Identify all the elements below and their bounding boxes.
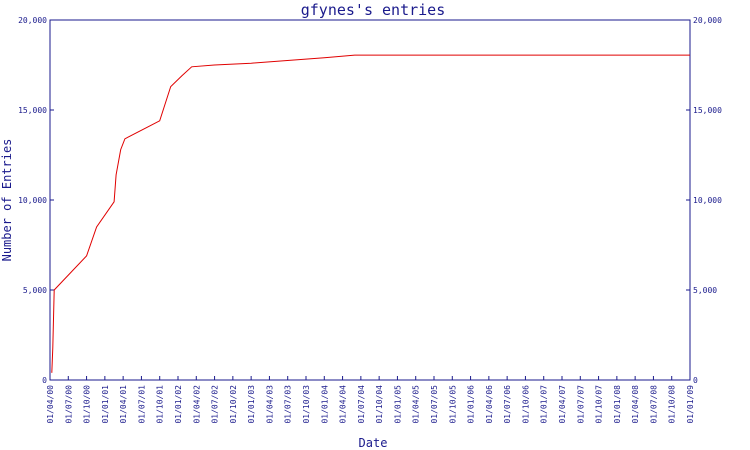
x-tick-label: 01/07/06 [503,385,512,424]
y-tick-label-right: 5,000 [693,286,717,295]
x-tick-label: 01/07/02 [211,385,220,424]
x-tick-label: 01/01/06 [467,385,476,424]
x-tick-label: 01/04/02 [192,385,201,424]
x-tick-label: 01/10/04 [375,385,384,424]
x-tick-label: 01/04/04 [339,385,348,424]
x-axis-label: Date [359,436,388,450]
x-tick-label: 01/04/05 [412,385,421,424]
y-tick-label-left: 15,000 [18,106,47,115]
y-tick-label-left: 20,000 [18,16,47,25]
x-tick-label: 01/07/08 [649,385,658,424]
x-tick-label: 01/01/08 [613,385,622,424]
x-tick-label: 01/10/03 [302,385,311,424]
x-tick-label: 01/10/06 [521,385,530,424]
x-tick-label: 01/10/08 [668,385,677,424]
chart-title: gfynes's entries [301,1,446,19]
x-tick-label: 01/01/09 [686,385,695,424]
x-tick-label: 01/10/02 [229,385,238,424]
x-tick-label: 01/04/06 [485,385,494,424]
y-tick-label-right: 0 [693,376,698,385]
x-tick-label: 01/10/07 [595,385,604,424]
x-tick-label: 01/01/01 [101,385,110,424]
x-tick-label: 01/01/05 [393,385,402,424]
x-tick-label: 01/07/07 [576,385,585,424]
y-tick-label-left: 10,000 [18,196,47,205]
x-tick-label: 01/07/03 [284,385,293,424]
x-tick-label: 01/04/08 [631,385,640,424]
x-tick-label: 01/01/02 [174,385,183,424]
y-tick-label-left: 5,000 [23,286,47,295]
x-tick-label: 01/01/04 [320,385,329,424]
x-tick-label: 01/07/01 [137,385,146,424]
y-tick-label-right: 20,000 [693,16,722,25]
x-tick-label: 01/04/01 [119,385,128,424]
plot-area: 0 0 5,000 5,000 10,000 10,000 15,000 15,000 20,0… [18,16,722,424]
x-tick-label: 01/07/04 [357,385,366,424]
x-tick-label: 01/04/03 [265,385,274,424]
x-tick-label: 01/01/03 [247,385,256,424]
y-tick-label-left: 0 [42,376,47,385]
x-tick-label: 01/07/05 [430,385,439,424]
x-tick-label: 01/04/00 [46,385,55,424]
x-tick-label: 01/10/05 [448,385,457,424]
series-line [51,54,690,373]
y-tick-label-right: 15,000 [693,106,722,115]
plot-frame [49,19,691,381]
x-tick-label: 01/04/07 [558,385,567,424]
x-tick-label: 01/10/00 [83,385,92,424]
x-tick-label: 01/10/01 [156,385,165,424]
x-tick-label: 01/07/00 [64,385,73,424]
y-tick-label-right: 10,000 [693,196,722,205]
x-tick-label: 01/01/07 [540,385,549,424]
y-axis-label: Number of Entries [0,139,14,262]
